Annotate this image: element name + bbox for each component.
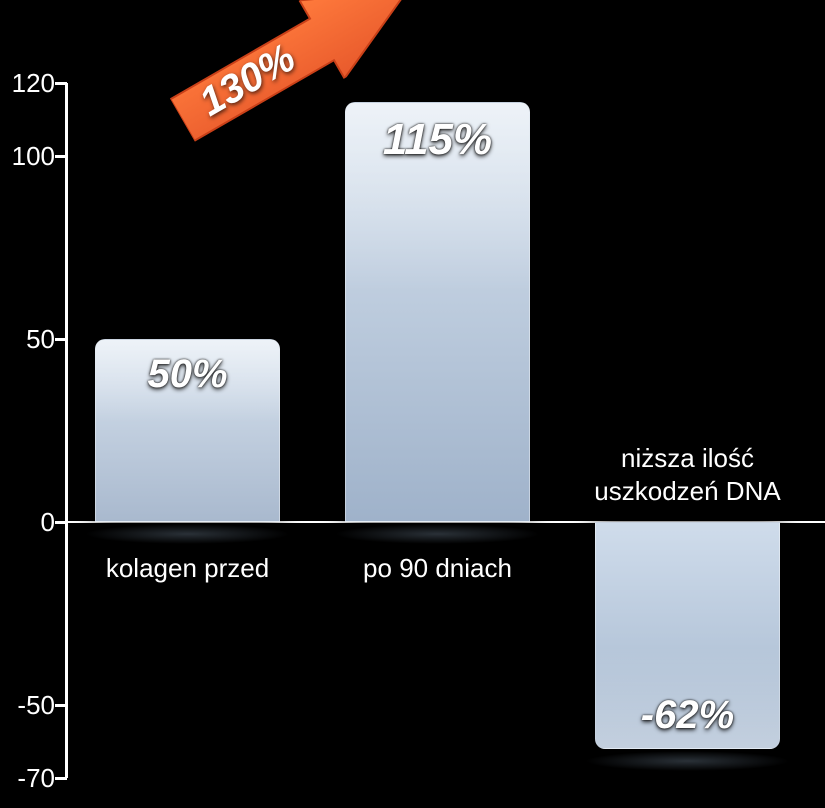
category-label: niższa ilośćuszkodzeń DNA (565, 442, 810, 507)
bar-value-label: 50% (96, 352, 279, 397)
bar-shadow (335, 524, 540, 544)
bar: -62% (595, 522, 780, 749)
bar-value-label: -62% (596, 693, 779, 738)
bar-chart: -70 -50 0 50 100 120 50% kolagen przed 115% po 9… (0, 0, 825, 808)
y-tick-mark (55, 777, 67, 780)
y-tick-label: -50 (0, 690, 55, 721)
bar-shadow (85, 524, 290, 544)
y-tick-mark (55, 704, 67, 707)
y-tick-mark (55, 338, 67, 341)
bar-value-label: 115% (346, 115, 529, 165)
y-tick-label: 100 (0, 141, 55, 172)
bar: 115% (345, 102, 530, 522)
y-tick-mark (55, 155, 67, 158)
y-tick-label: 120 (0, 68, 55, 99)
category-label: po 90 dniach (330, 552, 545, 585)
y-tick-mark (55, 82, 67, 85)
y-tick-label: -70 (0, 763, 55, 794)
category-label: kolagen przed (80, 552, 295, 585)
bar-shadow (585, 751, 790, 771)
y-axis-line (65, 83, 68, 778)
bar: 50% (95, 339, 280, 522)
y-tick-label: 0 (0, 507, 55, 538)
y-tick-label: 50 (0, 324, 55, 355)
